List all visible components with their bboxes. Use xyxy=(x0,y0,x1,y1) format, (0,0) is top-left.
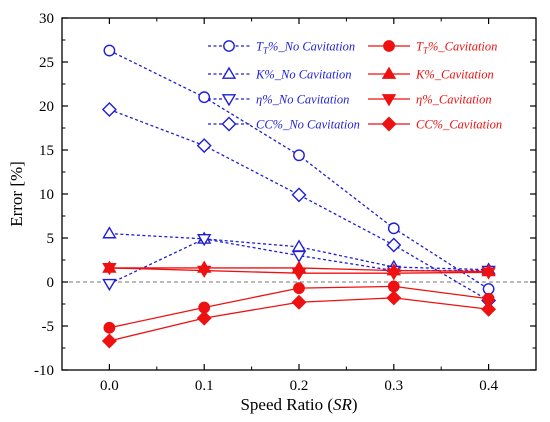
data-point xyxy=(102,226,117,239)
data-point xyxy=(196,310,212,326)
data-point xyxy=(103,44,116,57)
series-line xyxy=(109,108,489,302)
series-tt-no-cavitation xyxy=(103,44,495,295)
legend-entry-cc-cavitation: CC%_Cavitation xyxy=(368,116,502,132)
data-point xyxy=(481,267,496,280)
legend-marker xyxy=(221,94,237,107)
legend-entry-cc-no-cavitation: CC%_No Cavitation xyxy=(208,116,360,132)
y-tick-label: 0 xyxy=(47,275,55,291)
data-point xyxy=(101,333,117,349)
data-point xyxy=(102,278,117,292)
series-tt-cavitation xyxy=(103,280,495,334)
y-tick-label: -5 xyxy=(42,319,55,335)
legend-entry-k-cavitation: K%_Cavitation xyxy=(368,66,494,82)
data-point xyxy=(291,268,307,281)
data-point xyxy=(293,149,305,162)
data-point xyxy=(386,237,402,253)
legend-label: η%_Cavitation xyxy=(416,93,492,107)
legend-marker xyxy=(221,116,237,132)
legend: TT%_No Cavitation K%_No Cavitation η%_No C… xyxy=(208,40,502,132)
axes: -10 -5 0 5 10 15 20 25 30 0.0 0.1 0.2 0.3 0.4 Speed Ra… xyxy=(7,11,537,414)
legend-marker xyxy=(381,94,397,107)
data-point xyxy=(103,321,116,334)
legend-label: K%_Cavitation xyxy=(415,68,494,82)
x-axis-title: Speed Ratio (SR) xyxy=(240,395,357,414)
legend-label: η%_No Cavitation xyxy=(256,93,349,107)
legend-marker xyxy=(381,66,397,79)
data-point xyxy=(481,301,497,317)
series-cc-cavitation xyxy=(101,290,497,349)
legend-marker xyxy=(221,66,237,79)
x-tick-label: 0.1 xyxy=(195,378,214,394)
x-tick-label: 0.4 xyxy=(479,378,498,394)
legend-marker xyxy=(223,40,235,52)
y-tick-label: 20 xyxy=(39,99,54,115)
legend-entry-tt-no-cavitation: TT%_No Cavitation xyxy=(208,40,355,56)
data-point xyxy=(196,265,212,278)
legend-label: K%_No Cavitation xyxy=(255,68,352,82)
y-axis-title: Error [%] xyxy=(7,161,26,227)
data-point xyxy=(387,222,400,235)
data-point xyxy=(387,280,400,293)
data-point xyxy=(291,250,307,263)
legend-entry-eta-no-cavitation: η%_No Cavitation xyxy=(208,93,349,107)
data-point xyxy=(386,268,402,281)
data-point xyxy=(291,187,307,203)
data-point xyxy=(198,91,211,104)
legend-label: CC%_Cavitation xyxy=(416,118,502,132)
data-point xyxy=(291,294,307,310)
legend-label: TT%_Cavitation xyxy=(416,40,497,56)
legend-marker xyxy=(383,40,395,52)
series-eta-cavitation xyxy=(102,263,496,281)
x-tick-label: 0.0 xyxy=(100,378,119,394)
y-tick-label: 30 xyxy=(39,11,54,27)
data-point xyxy=(482,283,495,295)
legend-entry-eta-cavitation: η%_Cavitation xyxy=(368,93,492,107)
legend-entry-k-no-cavitation: K%_No Cavitation xyxy=(208,66,352,82)
plot-area xyxy=(62,44,536,349)
legend-entry-tt-cavitation: TT%_Cavitation xyxy=(368,40,497,56)
y-tick-label: -10 xyxy=(34,363,54,379)
legend-marker xyxy=(381,116,397,132)
x-tick-label: 0.2 xyxy=(290,378,309,394)
data-point xyxy=(196,138,212,154)
y-tick-label: 15 xyxy=(39,143,54,159)
y-tick-label: 25 xyxy=(39,55,54,71)
y-tick-label: 5 xyxy=(47,231,55,247)
data-point xyxy=(293,282,305,295)
data-point xyxy=(291,239,307,252)
data-point xyxy=(196,234,212,247)
data-point xyxy=(102,263,117,276)
data-point xyxy=(386,290,402,306)
data-point xyxy=(101,102,117,118)
x-tick-label: 0.3 xyxy=(384,378,403,394)
legend-label: CC%_No Cavitation xyxy=(256,118,360,132)
series-line xyxy=(109,232,489,271)
legend-label: TT%_No Cavitation xyxy=(256,40,355,56)
y-tick-label: 10 xyxy=(39,187,54,203)
